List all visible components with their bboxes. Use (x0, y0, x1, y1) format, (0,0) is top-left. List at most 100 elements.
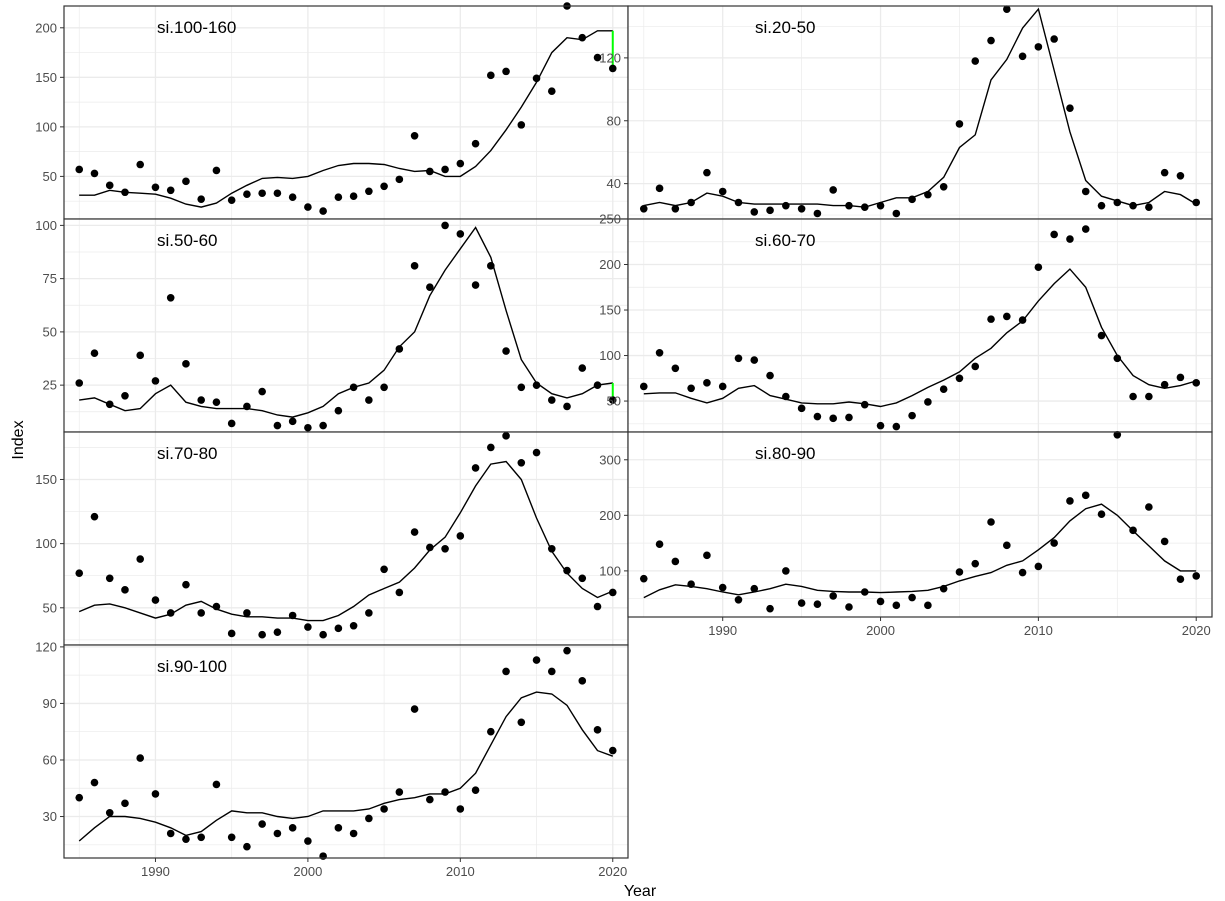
data-point (212, 398, 221, 406)
x-tick-label: 2020 (598, 864, 627, 879)
y-tick-label: 75 (43, 271, 57, 286)
data-point (971, 362, 980, 371)
y-tick-label: 50 (43, 324, 57, 339)
data-point (471, 786, 480, 794)
data-point (426, 283, 434, 291)
data-point (608, 64, 617, 73)
y-tick-label: 100 (599, 563, 621, 578)
data-point (349, 192, 358, 201)
data-point (136, 160, 145, 169)
data-point (319, 852, 327, 860)
data-point (860, 588, 869, 596)
data-point (75, 165, 84, 174)
y-tick-label: 150 (35, 472, 57, 487)
data-point (365, 609, 373, 617)
data-point (547, 544, 556, 553)
data-point (105, 400, 114, 409)
panel-si-80-90: si.80-90 100 200 300 1990 2000 2010 2020 (599, 430, 1213, 638)
data-point (90, 778, 99, 787)
data-point (655, 540, 664, 549)
data-point (182, 835, 190, 843)
panel-si-100-160: si.100-160 50 100 150 200 (35, 2, 629, 220)
panel-background (628, 6, 1212, 219)
data-point (243, 842, 251, 851)
data-point (655, 184, 664, 193)
data-point (227, 419, 236, 428)
data-point (304, 837, 312, 845)
data-point (782, 392, 790, 401)
data-point (532, 656, 541, 664)
data-point (639, 382, 648, 391)
y-tick-label: 150 (35, 70, 57, 85)
data-point (671, 364, 680, 373)
data-point (939, 584, 948, 593)
data-point (471, 281, 480, 289)
data-point (734, 595, 743, 604)
data-point (380, 565, 388, 574)
data-point (456, 532, 465, 540)
panel-background (64, 6, 628, 219)
data-point (1081, 187, 1090, 196)
data-point (1081, 491, 1090, 500)
data-point (860, 203, 869, 212)
data-point (517, 383, 526, 392)
data-point (578, 574, 587, 583)
data-point (876, 597, 885, 606)
data-point (971, 559, 980, 568)
data-point (441, 165, 449, 174)
data-point (502, 432, 510, 440)
data-point (426, 543, 434, 552)
panel-si-60-70: si.60-70 50 100 150 200 250 (599, 212, 1213, 433)
fit-line (78, 691, 614, 842)
data-point (166, 294, 175, 302)
data-point (1176, 373, 1185, 382)
data-point (939, 182, 948, 191)
data-point (121, 391, 129, 400)
x-tick-label: 2000 (293, 864, 322, 879)
data-point (1192, 198, 1201, 207)
data-point (955, 374, 964, 383)
data-point (471, 464, 480, 472)
data-point (671, 204, 680, 213)
data-point (121, 799, 129, 808)
data-point (90, 512, 99, 521)
data-point (1113, 198, 1122, 207)
data-point (456, 805, 465, 813)
data-point (703, 168, 711, 177)
data-point (197, 195, 205, 203)
data-point (797, 404, 806, 413)
data-point (876, 201, 885, 210)
data-point (892, 601, 901, 610)
data-point (395, 788, 404, 796)
y-tick-label: 30 (43, 809, 57, 824)
data-point (813, 412, 822, 421)
data-point (212, 780, 221, 789)
data-point (813, 600, 822, 609)
data-point (924, 601, 932, 610)
data-point (288, 193, 297, 202)
data-point (1129, 526, 1137, 535)
panel-title: si.90-100 (157, 657, 227, 676)
data-point (892, 422, 901, 431)
data-point (166, 829, 175, 838)
data-point (471, 139, 480, 148)
data-point (410, 528, 419, 536)
data-point (395, 175, 404, 184)
data-point (90, 349, 99, 357)
panel-si-90-100: si.90-100 30 60 90 120 1990 2000 2010 2020 (35, 639, 629, 879)
fit-line (79, 30, 613, 208)
data-point (639, 574, 648, 583)
data-point (655, 349, 664, 357)
y-tick-label: 200 (599, 257, 621, 272)
x-tick-label: 2000 (866, 623, 895, 638)
data-point (750, 584, 759, 593)
y-tick-label: 25 (43, 378, 57, 393)
data-point (319, 630, 327, 639)
data-point (1018, 316, 1027, 324)
data-point (671, 557, 680, 566)
y-tick-label: 120 (599, 50, 621, 65)
data-point (197, 396, 205, 404)
data-point (258, 387, 266, 396)
y-tick-label: 50 (43, 169, 57, 184)
data-point (1018, 568, 1027, 577)
